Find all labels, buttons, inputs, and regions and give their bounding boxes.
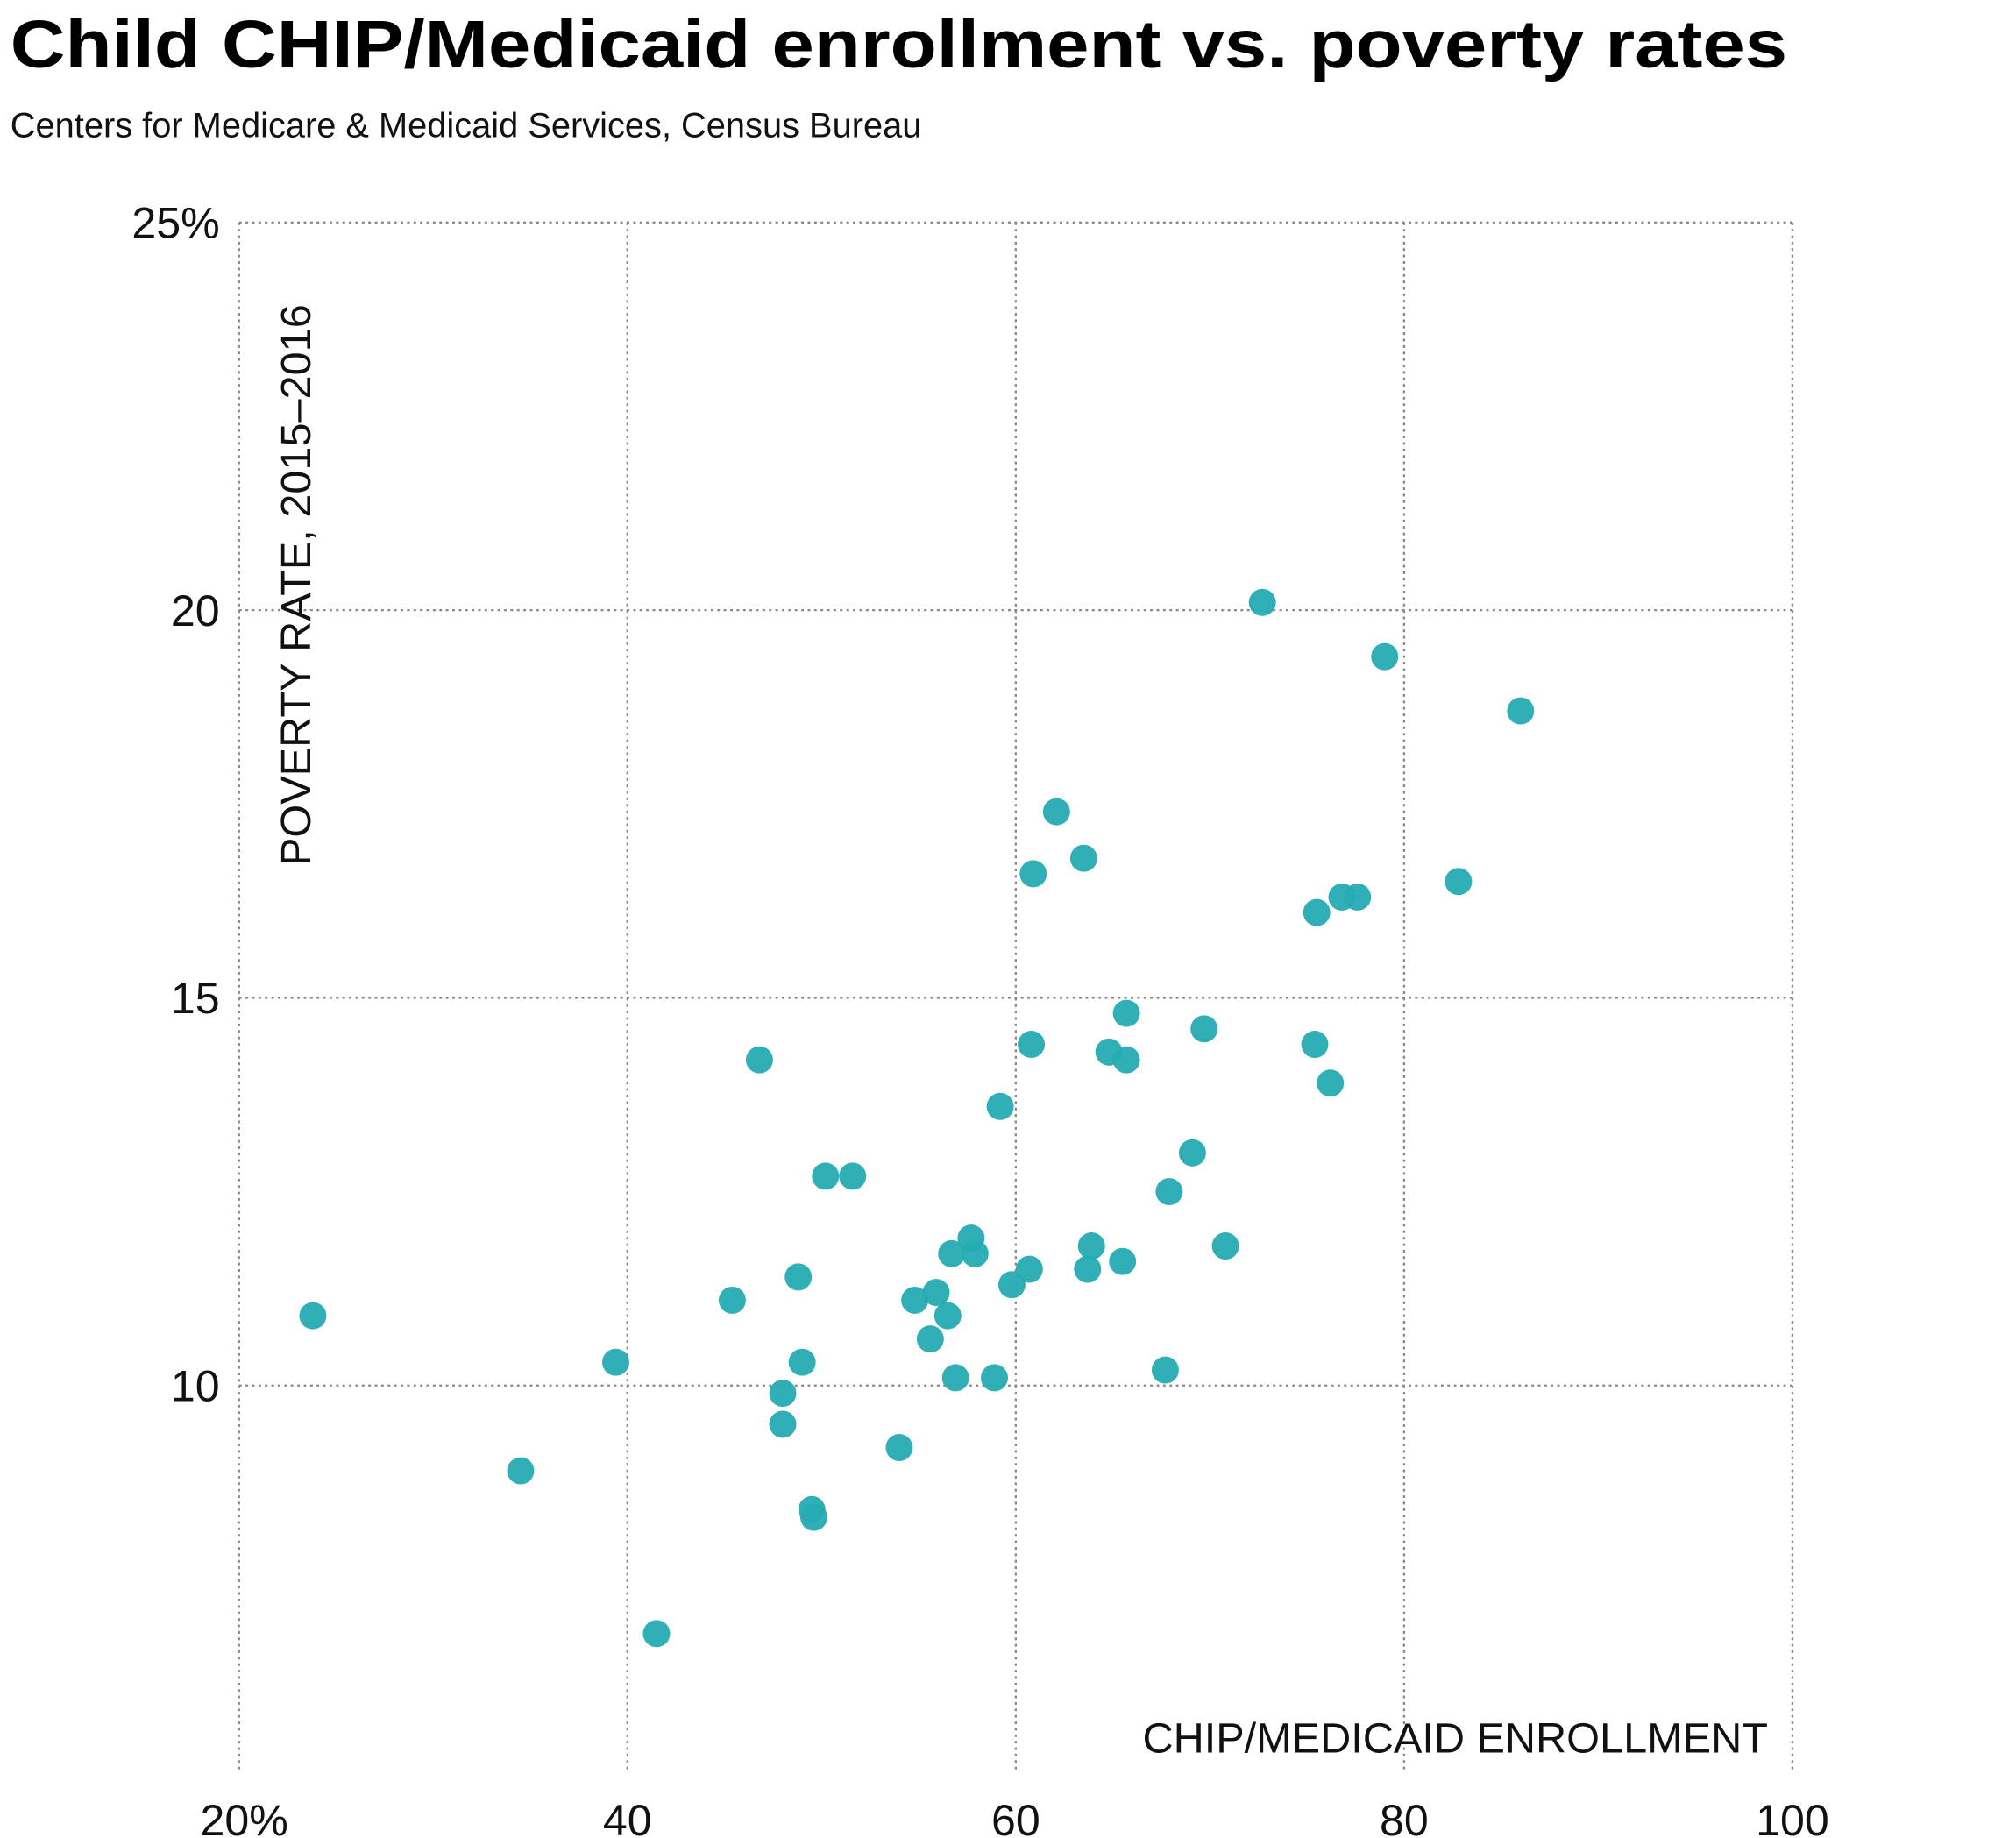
x-tick-label: 20% (201, 1796, 288, 1838)
data-point (1074, 1255, 1102, 1283)
data-point (769, 1410, 797, 1438)
data-point (602, 1348, 629, 1376)
data-point (718, 1286, 746, 1314)
chart-subtitle: Centers for Medicare & Medicaid Services… (11, 107, 922, 145)
x-axis-label: CHIP/MEDICAID ENROLLMENT (1142, 1714, 1767, 1762)
grid (238, 221, 1794, 1774)
data-point (941, 1364, 969, 1392)
data-point (916, 1325, 944, 1353)
data-point (1112, 999, 1140, 1027)
data-point (901, 1286, 929, 1314)
data-point (1317, 1069, 1345, 1097)
data-point (1019, 860, 1047, 888)
data-point (1211, 1232, 1239, 1260)
data-point (938, 1239, 966, 1267)
y-tick-label: 25% (131, 199, 219, 248)
data-point (997, 1271, 1026, 1299)
x-tick-label: 100 (1756, 1796, 1829, 1838)
data-point (1190, 1015, 1218, 1043)
y-tick-label: 10 (171, 1361, 220, 1410)
data-point (1301, 1031, 1329, 1058)
data-point (745, 1046, 773, 1074)
data-point (1112, 1046, 1140, 1074)
data-point (784, 1263, 813, 1291)
data-point (922, 1279, 950, 1307)
data-point (642, 1620, 671, 1648)
data-point (507, 1457, 535, 1485)
x-tick-label: 60 (991, 1796, 1040, 1838)
data-point (1248, 588, 1276, 616)
data-point (1445, 868, 1473, 896)
data-point (961, 1239, 989, 1267)
data-point (1371, 642, 1399, 671)
data-point (1077, 1232, 1105, 1260)
data-point (1151, 1356, 1179, 1384)
data-point (1155, 1178, 1183, 1206)
data-point (839, 1162, 867, 1190)
tick-labels: 20% 40 60 80 100 25% 20 15 10 (131, 199, 1828, 1838)
data-point (980, 1364, 1008, 1392)
data-point (812, 1162, 840, 1190)
x-tick-label: 40 (603, 1796, 652, 1838)
data-points (299, 588, 1535, 1648)
data-point (986, 1092, 1014, 1120)
chart-title: Child CHIP/Medicaid enrollment vs. pover… (11, 8, 1787, 82)
data-point (1507, 697, 1535, 725)
data-point (1178, 1139, 1206, 1167)
data-point (1303, 898, 1331, 926)
data-point (799, 1503, 827, 1531)
data-point (769, 1380, 797, 1408)
data-point (1344, 883, 1372, 911)
data-point (299, 1302, 327, 1330)
y-axis-label: POVERTY RATE, 2015–2016 (273, 304, 320, 866)
data-point (885, 1434, 913, 1461)
data-point (1069, 844, 1097, 872)
data-point (1042, 798, 1070, 826)
data-point (933, 1302, 962, 1330)
data-point (1018, 1031, 1046, 1058)
x-tick-label: 80 (1380, 1796, 1429, 1838)
data-point (1015, 1255, 1043, 1283)
data-point (1109, 1247, 1137, 1275)
y-tick-label: 20 (171, 586, 220, 635)
data-point (788, 1348, 816, 1376)
y-tick-label: 15 (171, 974, 220, 1023)
